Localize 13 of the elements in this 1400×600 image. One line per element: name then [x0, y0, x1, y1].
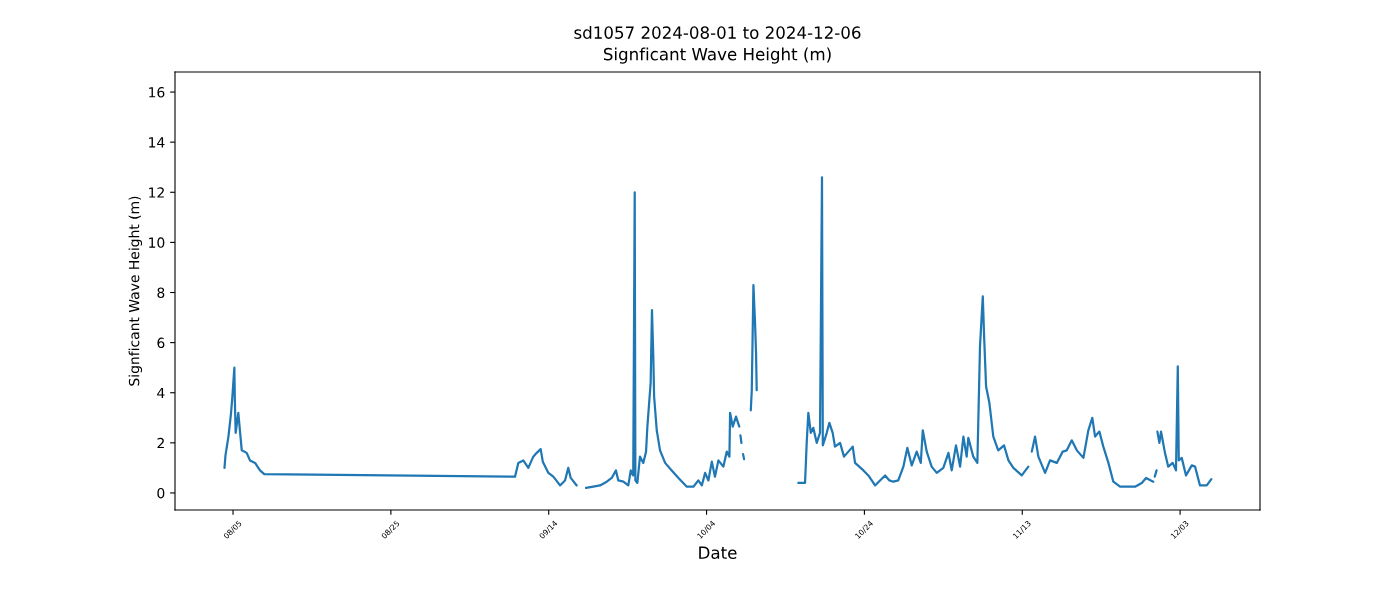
y-tick-label: 8	[157, 287, 165, 298]
y-axis-title: Signficant Wave Height (m)	[128, 196, 143, 386]
chart-title: sd1057 2024-08-01 to 2024-12-06	[574, 26, 861, 39]
x-axis-title: Date	[699, 546, 737, 559]
y-tick-label: 6	[157, 337, 165, 349]
y-tick-label: 16	[149, 87, 165, 98]
chart-subtitle: Signficant Wave Height (m)	[603, 47, 831, 64]
y-tick-label: 0	[157, 487, 165, 499]
y-tick-label: 12	[149, 187, 164, 198]
y-tick-label: 10	[149, 237, 165, 248]
y-tick-label: 14	[149, 137, 165, 148]
y-tick-label: 4	[157, 387, 165, 399]
y-tick-label: 2	[157, 437, 164, 449]
